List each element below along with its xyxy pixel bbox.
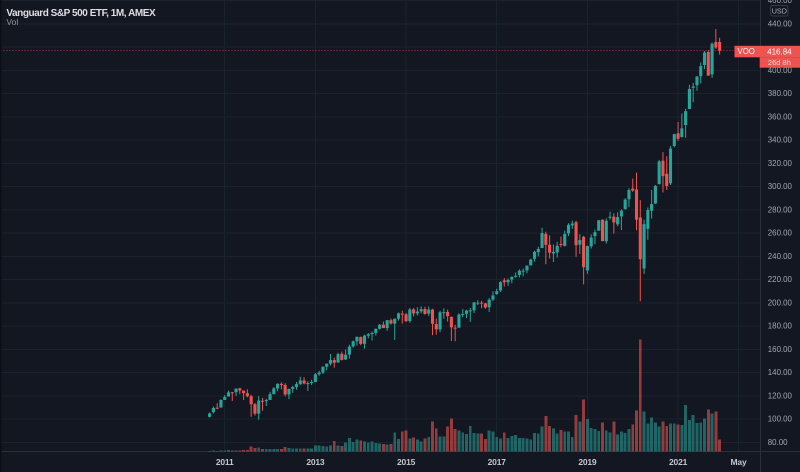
svg-text:140.00: 140.00 [768, 368, 793, 377]
svg-text:160.00: 160.00 [768, 345, 793, 354]
svg-text:240.00: 240.00 [768, 252, 793, 261]
svg-text:26d 8h: 26d 8h [768, 58, 791, 67]
svg-text:2013: 2013 [306, 457, 325, 467]
svg-text:200.00: 200.00 [768, 298, 793, 307]
svg-text:300.00: 300.00 [768, 182, 793, 191]
svg-text:260.00: 260.00 [768, 229, 793, 238]
svg-text:80.00: 80.00 [768, 438, 788, 447]
svg-text:380.00: 380.00 [768, 89, 793, 98]
svg-text:416.84: 416.84 [767, 48, 792, 57]
svg-text:2021: 2021 [669, 457, 688, 467]
svg-text:320.00: 320.00 [768, 159, 793, 168]
svg-text:400.00: 400.00 [768, 66, 793, 75]
svg-text:100.00: 100.00 [768, 415, 793, 424]
svg-text:2017: 2017 [488, 457, 507, 467]
svg-text:180.00: 180.00 [768, 322, 793, 331]
svg-text:VOO: VOO [738, 47, 755, 56]
svg-text:460.00: 460.00 [768, 0, 793, 5]
svg-text:Vol: Vol [6, 17, 18, 27]
svg-text:120.00: 120.00 [768, 392, 793, 401]
svg-text:440.00: 440.00 [768, 19, 793, 28]
svg-text:220.00: 220.00 [768, 275, 793, 284]
svg-text:2015: 2015 [397, 457, 416, 467]
svg-text:May: May [731, 457, 747, 467]
svg-text:2011: 2011 [216, 457, 234, 467]
svg-text:360.00: 360.00 [768, 112, 793, 121]
svg-text:USD: USD [772, 7, 787, 16]
svg-text:2019: 2019 [578, 457, 597, 467]
svg-text:340.00: 340.00 [768, 136, 793, 145]
svg-text:280.00: 280.00 [768, 205, 793, 214]
svg-text:Vanguard S&P 500 ETF, 1M, AMEX: Vanguard S&P 500 ETF, 1M, AMEX [6, 8, 156, 19]
